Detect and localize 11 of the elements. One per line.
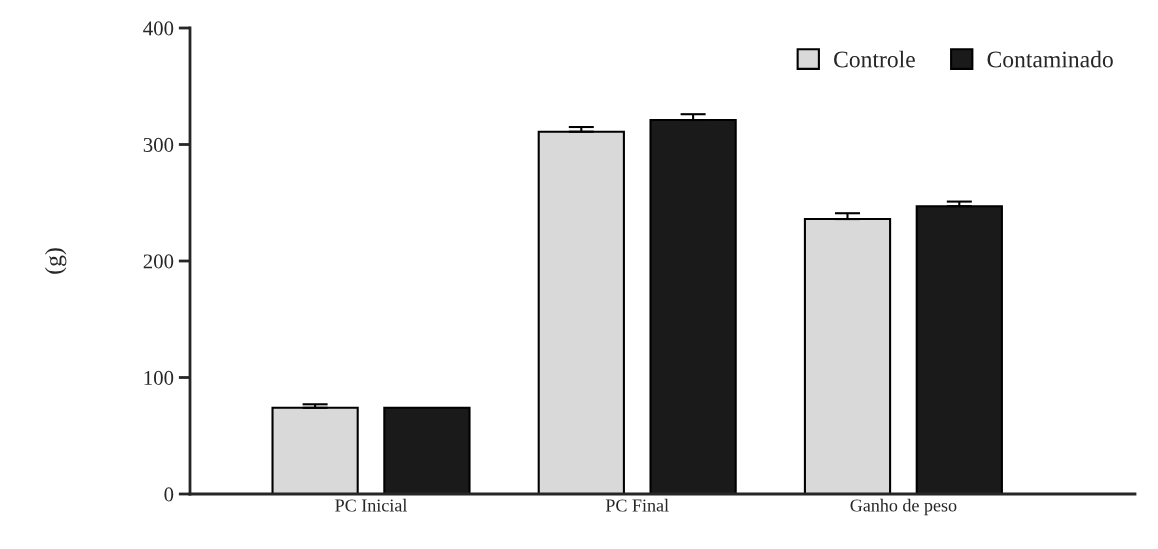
- legend-label: Controle: [834, 50, 915, 68]
- y-tick-label: 0: [164, 487, 174, 502]
- x-tick-label: Ganho de peso: [850, 498, 957, 516]
- y-axis-title: (g): [44, 248, 67, 274]
- legend-label: Contaminado: [987, 50, 1113, 68]
- x-tick-label: PC Inicial: [335, 498, 408, 512]
- y-tick-label: 400: [143, 21, 174, 36]
- x-tick-label: PC Final: [605, 498, 669, 512]
- y-tick-label: 200: [143, 254, 174, 269]
- y-tick-label: 300: [143, 137, 174, 152]
- y-tick-label: 100: [144, 370, 174, 385]
